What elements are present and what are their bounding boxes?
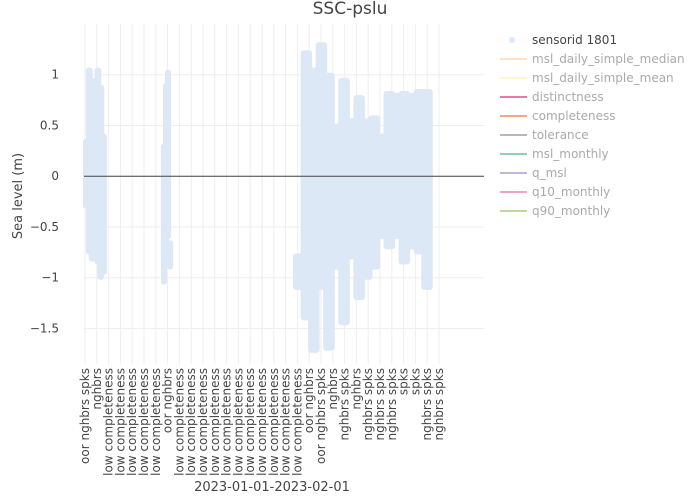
x-tick-label: nghbrs spks	[432, 368, 446, 441]
data-mark	[421, 88, 433, 290]
x-tick-label: nghbrs spks	[420, 368, 434, 441]
legend-item: msl_monthly	[500, 147, 609, 161]
legend-label: q_msl	[532, 166, 567, 180]
x-tick-label: low completeness	[290, 368, 304, 476]
x-tick-label: low completeness	[243, 368, 257, 476]
x-tick-label: low completeness	[137, 368, 151, 476]
legend-label: q90_monthly	[532, 204, 610, 218]
legend-label: completeness	[532, 109, 616, 123]
legend-item: q90_monthly	[500, 204, 610, 218]
x-tick-label: low completeness	[255, 368, 269, 476]
y-tick-label: −1.5	[30, 321, 59, 335]
legend-item: distinctness	[500, 90, 604, 104]
legend-label: tolerance	[532, 128, 589, 142]
y-tick-label: 1	[51, 68, 59, 82]
legend-item: q10_monthly	[500, 185, 610, 199]
legend-item: msl_daily_simple_mean	[500, 71, 674, 85]
y-axis-label: Sea level (m)	[11, 153, 26, 239]
x-tick-label: low completeness	[102, 368, 116, 476]
x-tick-label: low completeness	[113, 368, 127, 476]
legend-label: sensorid 1801	[532, 33, 617, 47]
legend-label: distinctness	[532, 90, 604, 104]
x-tick-label: nghbrs spks	[373, 368, 387, 441]
x-tick-label: oor nghbrs spks	[314, 368, 328, 464]
legend-item: completeness	[500, 109, 616, 123]
y-tick-label: −1	[41, 271, 59, 285]
x-tick-label: low completeness	[231, 368, 245, 476]
data-mark	[167, 240, 174, 270]
y-axis-ticks: 1 0.5 0 −0.5 −1 −1.5	[30, 68, 59, 336]
data-mark	[100, 133, 108, 275]
chart-title: SSC-pslu	[313, 0, 388, 19]
x-tick-label: nghbrs spks	[385, 368, 399, 441]
legend-item: sensorid 1801	[509, 33, 617, 47]
x-tick-label: low completeness	[196, 368, 210, 476]
x-tick-label: nghbrs	[349, 368, 363, 410]
y-tick-label: −0.5	[30, 220, 59, 234]
x-tick-label: spks	[397, 368, 411, 395]
legend-item: tolerance	[500, 128, 589, 142]
x-tick-label: nghbrs	[90, 368, 104, 410]
legend-label: msl_monthly	[532, 147, 609, 161]
y-tick-label: 0.5	[40, 118, 59, 132]
x-tick-label: low completeness	[184, 368, 198, 476]
x-tick-label: low completeness	[125, 368, 139, 476]
data-points	[83, 42, 433, 353]
legend-item: msl_daily_simple_median	[500, 52, 685, 66]
x-tick-label: nghbrs spks	[338, 368, 352, 441]
x-tick-label: low completeness	[149, 368, 163, 476]
x-tick-label: low completeness	[172, 368, 186, 476]
x-axis-label: 2023-01-01-2023-02-01	[194, 480, 350, 495]
x-tick-label: nghbrs spks	[361, 368, 375, 441]
x-tick-label: nghbrs	[326, 368, 340, 410]
legend-item: q_msl	[500, 166, 567, 180]
legend: sensorid 1801 msl_daily_simple_median msl_…	[500, 33, 685, 218]
x-tick-label: oor nghbrs	[302, 368, 316, 433]
legend-label: msl_daily_simple_mean	[532, 71, 674, 85]
x-tick-label: oor nghbrs spks	[78, 368, 92, 464]
legend-marker	[509, 37, 515, 43]
x-tick-label: spks	[408, 368, 422, 395]
x-tick-label: oor nghbrs	[161, 368, 175, 433]
data-mark	[165, 69, 172, 240]
legend-label: q10_monthly	[532, 185, 610, 199]
x-tick-label: low completeness	[267, 368, 281, 476]
x-tick-label: low completeness	[220, 368, 234, 476]
x-tick-label: low completeness	[279, 368, 293, 476]
legend-label: msl_daily_simple_median	[532, 52, 685, 66]
x-tick-label: low completeness	[208, 368, 222, 476]
y-tick-label: 0	[51, 169, 59, 183]
